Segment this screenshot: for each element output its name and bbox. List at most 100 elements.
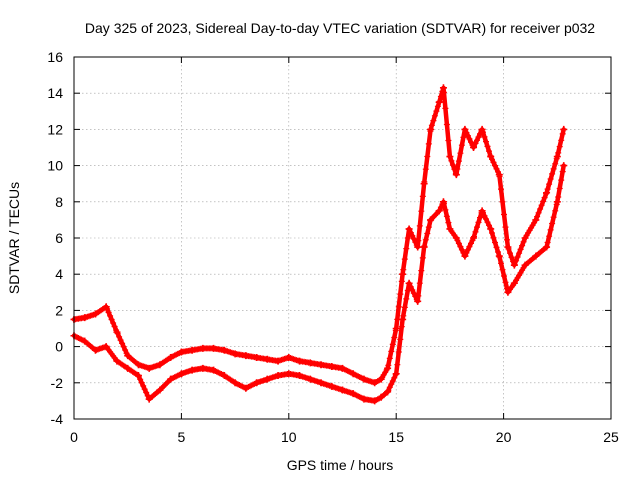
data-point — [560, 125, 568, 133]
data-point — [188, 346, 196, 354]
data-point — [521, 234, 529, 242]
data-point — [446, 225, 454, 233]
data-point — [253, 379, 261, 387]
data-point — [124, 352, 132, 360]
data-point — [470, 234, 478, 242]
data-point — [102, 303, 110, 311]
data-point — [156, 361, 164, 369]
data-point — [210, 366, 218, 374]
data-point — [317, 379, 325, 387]
data-point — [360, 395, 368, 403]
data-point — [510, 279, 518, 287]
y-tick-label: 2 — [55, 302, 63, 318]
data-point — [167, 353, 175, 361]
data-point — [414, 243, 422, 251]
data-point — [439, 84, 447, 92]
data-point — [487, 225, 495, 233]
data-point — [328, 363, 336, 371]
data-point — [349, 370, 357, 378]
y-tick-label: 8 — [55, 194, 63, 210]
data-point — [560, 162, 568, 170]
data-point — [420, 243, 428, 251]
data-point — [134, 361, 142, 369]
data-point — [210, 344, 218, 352]
data-point — [296, 357, 304, 365]
data-point — [377, 393, 385, 401]
data-point — [113, 357, 121, 365]
data-point — [328, 382, 336, 390]
data-point — [510, 261, 518, 269]
tick-layer: 0 5 10 15 20 25 -4 -2 0 2 4 6 8 10 12 14 16 — [47, 49, 619, 445]
data-point — [167, 375, 175, 383]
data-point — [452, 234, 460, 242]
data-point — [274, 357, 282, 365]
data-point — [263, 375, 271, 383]
data-point — [478, 125, 486, 133]
data-point — [435, 98, 443, 106]
data-point — [532, 216, 540, 224]
data-point — [532, 252, 540, 260]
data-point — [487, 153, 495, 161]
data-point — [91, 310, 99, 318]
data-point — [414, 297, 422, 305]
y-tick-label: 0 — [55, 339, 63, 355]
x-tick-label: 0 — [70, 429, 78, 445]
x-tick-label: 5 — [178, 429, 186, 445]
data-point — [317, 361, 325, 369]
data-point — [392, 325, 400, 332]
y-axis-label: SDTVAR / TECUs — [6, 182, 22, 294]
data-point — [296, 372, 304, 380]
data-point — [145, 395, 153, 403]
data-point — [306, 359, 314, 367]
data-point — [478, 207, 486, 215]
data-point — [461, 252, 469, 260]
data-point — [427, 125, 435, 133]
data-point — [285, 353, 293, 361]
data-point — [543, 189, 551, 197]
data-point — [384, 388, 392, 396]
data-point — [452, 171, 460, 179]
y-tick-label: 6 — [55, 230, 63, 246]
y-tick-label: 4 — [55, 266, 63, 282]
y-tick-label: 12 — [47, 121, 63, 137]
data-point — [231, 350, 239, 358]
data-point — [263, 355, 271, 363]
data-point — [102, 343, 110, 351]
data-point — [220, 346, 228, 354]
data-point — [220, 372, 228, 380]
data-point — [446, 153, 454, 161]
data-point — [124, 364, 132, 372]
data-point — [177, 370, 185, 378]
data-point — [156, 386, 164, 394]
data-point — [420, 180, 428, 188]
data-point — [553, 198, 561, 206]
data-point — [461, 125, 469, 133]
data-point — [371, 379, 379, 387]
data-point — [371, 397, 379, 405]
data-point — [188, 366, 196, 374]
data-point — [384, 364, 392, 372]
data-point — [504, 243, 512, 251]
data-point — [242, 384, 250, 392]
x-tick-label: 10 — [281, 429, 297, 445]
data-point — [521, 261, 529, 269]
data-point — [306, 375, 314, 383]
data-point — [470, 144, 478, 151]
data-point — [274, 372, 282, 380]
data-point — [339, 386, 346, 394]
series-layer — [70, 84, 568, 405]
data-point — [134, 372, 142, 380]
data-point — [91, 346, 99, 354]
data-point — [113, 328, 121, 336]
data-point — [495, 171, 503, 179]
y-tick-label: 14 — [47, 85, 63, 101]
data-point — [392, 370, 400, 378]
data-point — [543, 243, 551, 251]
data-point — [231, 379, 239, 387]
data-point — [439, 198, 447, 206]
y-tick-label: 10 — [47, 158, 63, 174]
series-line — [71, 85, 566, 386]
data-point — [399, 315, 407, 323]
y-tick-label: 16 — [47, 49, 63, 65]
data-point — [405, 225, 413, 233]
